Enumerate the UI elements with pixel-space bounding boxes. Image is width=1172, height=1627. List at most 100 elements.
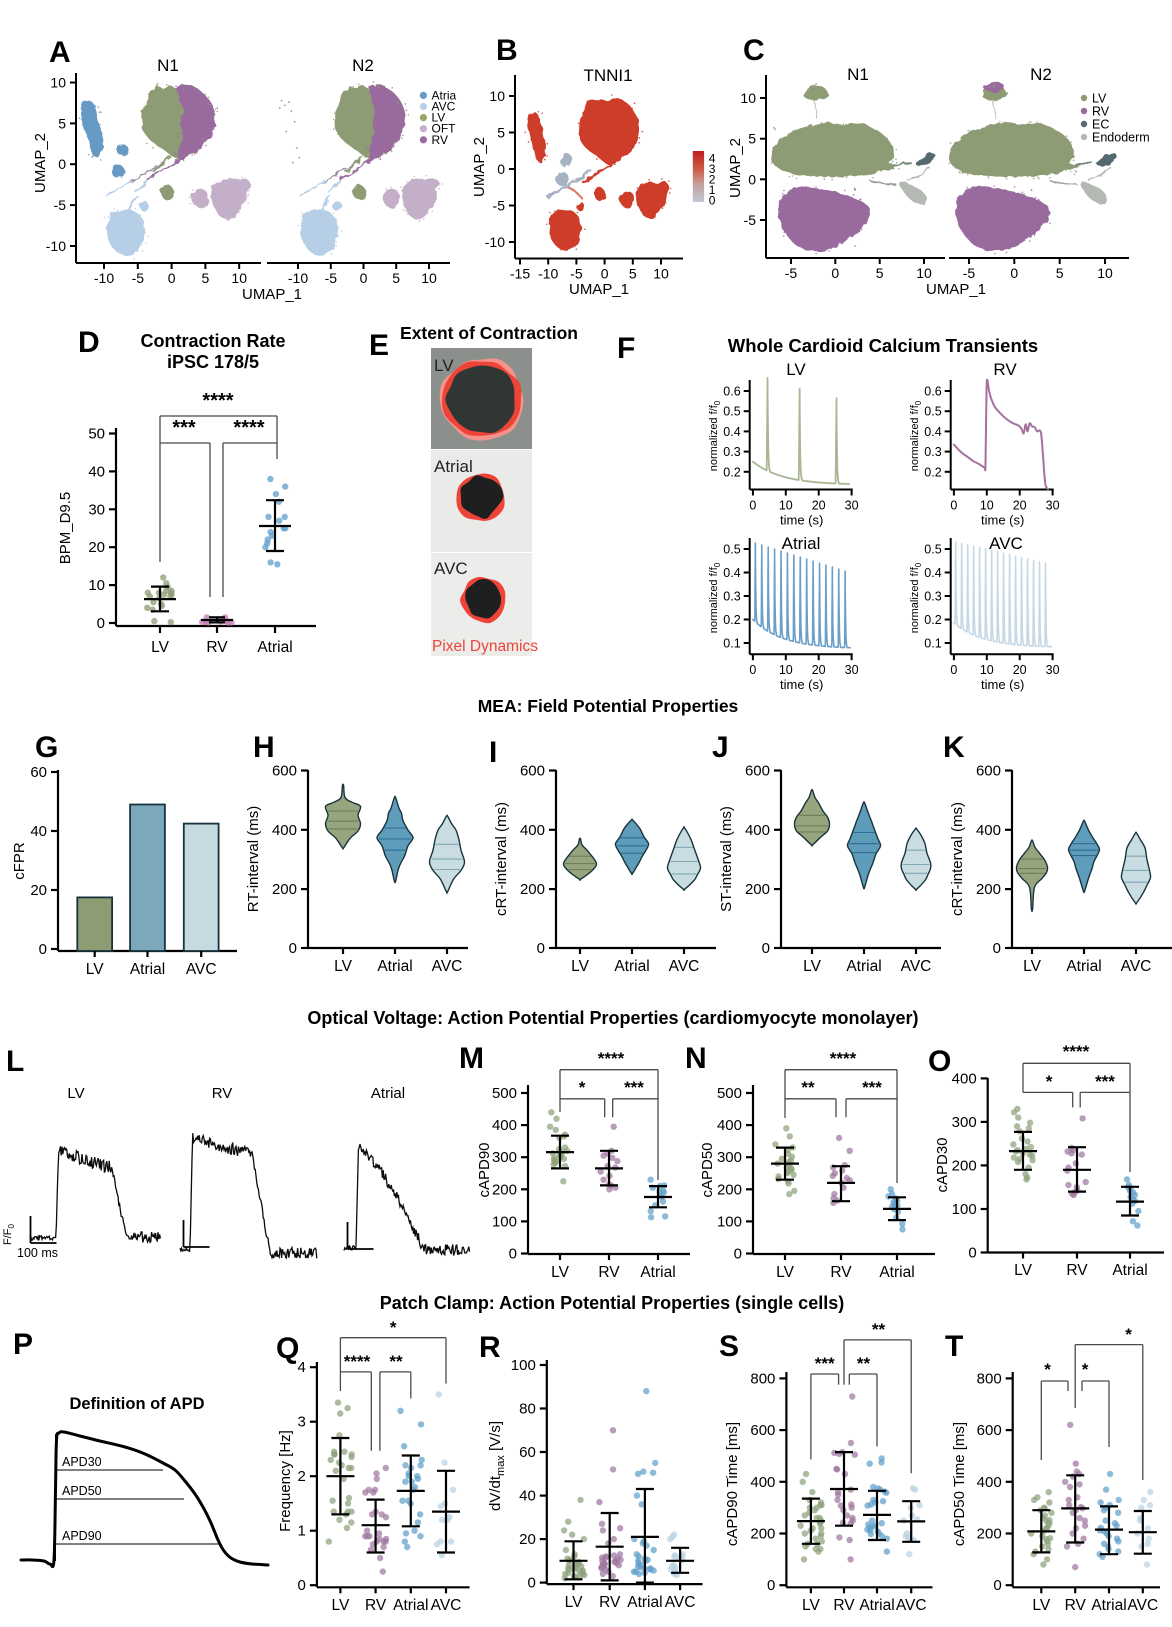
svg-text:Optical Voltage: Action Potent: Optical Voltage: Action Potential Proper… <box>307 1008 918 1028</box>
svg-text:-10: -10 <box>94 270 114 286</box>
svg-text:LV: LV <box>551 1264 569 1281</box>
svg-text:LV: LV <box>776 1264 794 1281</box>
svg-text:20: 20 <box>1013 663 1027 677</box>
svg-text:Atrial: Atrial <box>371 1085 405 1102</box>
svg-text:0: 0 <box>298 1577 306 1594</box>
svg-text:0.5: 0.5 <box>924 405 941 419</box>
svg-text:20: 20 <box>1013 499 1027 513</box>
svg-text:300: 300 <box>492 1149 517 1166</box>
svg-text:Atrial: Atrial <box>1091 1597 1126 1614</box>
svg-text:OFT: OFT <box>432 122 457 136</box>
svg-text:UMAP_2: UMAP_2 <box>727 138 744 198</box>
svg-text:10: 10 <box>231 270 247 286</box>
svg-text:5: 5 <box>748 131 756 147</box>
svg-text:-5: -5 <box>785 265 798 281</box>
svg-text:200: 200 <box>750 1526 775 1543</box>
svg-text:Atrial: Atrial <box>627 1594 662 1611</box>
svg-text:100: 100 <box>717 1213 742 1230</box>
svg-text:****: **** <box>598 1049 625 1068</box>
svg-text:RV: RV <box>1092 105 1110 119</box>
svg-text:LV: LV <box>786 360 806 379</box>
svg-text:Atrial: Atrial <box>1112 1262 1147 1279</box>
svg-text:Contraction Rate: Contraction Rate <box>140 331 285 351</box>
svg-text:30: 30 <box>1046 499 1060 513</box>
svg-text:**: ** <box>801 1078 815 1097</box>
svg-text:40: 40 <box>30 823 47 840</box>
svg-text:0: 0 <box>601 266 609 282</box>
svg-text:0: 0 <box>993 1577 1001 1594</box>
svg-text:10: 10 <box>653 266 669 282</box>
svg-text:-5: -5 <box>744 212 757 228</box>
svg-text:5: 5 <box>58 115 66 131</box>
svg-text:Atrial: Atrial <box>434 457 473 476</box>
svg-text:Endoderm: Endoderm <box>1092 131 1150 145</box>
svg-text:H: H <box>253 731 275 764</box>
svg-text:800: 800 <box>750 1370 775 1387</box>
svg-text:100 ms: 100 ms <box>17 1246 58 1260</box>
svg-text:AVC: AVC <box>901 958 932 975</box>
svg-text:30: 30 <box>845 663 859 677</box>
svg-text:200: 200 <box>745 881 770 898</box>
svg-text:UMAP_1: UMAP_1 <box>926 281 986 298</box>
svg-text:5: 5 <box>202 270 210 286</box>
svg-text:RV: RV <box>833 1597 855 1614</box>
svg-text:0: 0 <box>749 499 756 513</box>
svg-text:O: O <box>928 1045 951 1078</box>
svg-text:normalized f/f0: normalized f/f0 <box>708 562 722 633</box>
svg-text:Patch Clamp: Action Potential: Patch Clamp: Action Potential Properties… <box>380 1293 844 1313</box>
svg-text:0: 0 <box>767 1577 775 1594</box>
svg-text:TNNI1: TNNI1 <box>583 66 632 85</box>
svg-text:400: 400 <box>492 1117 517 1134</box>
svg-text:normalized f/f0: normalized f/f0 <box>909 400 923 471</box>
svg-text:N1: N1 <box>157 56 179 75</box>
svg-text:AVC: AVC <box>186 961 217 978</box>
svg-text:RV: RV <box>599 1594 621 1611</box>
svg-text:-5: -5 <box>54 197 67 213</box>
svg-text:400: 400 <box>717 1117 742 1134</box>
svg-text:100: 100 <box>492 1213 517 1230</box>
svg-text:-10: -10 <box>46 238 66 254</box>
svg-text:20: 20 <box>812 499 826 513</box>
svg-text:Atrial: Atrial <box>640 1264 675 1281</box>
svg-text:-5: -5 <box>570 266 583 282</box>
svg-text:L: L <box>6 1045 24 1078</box>
svg-text:Q: Q <box>276 1332 299 1365</box>
svg-text:0: 0 <box>509 1246 517 1263</box>
svg-text:G: G <box>35 731 58 764</box>
svg-text:60: 60 <box>519 1444 536 1461</box>
svg-text:400: 400 <box>952 1070 977 1087</box>
svg-text:Atrial: Atrial <box>130 961 165 978</box>
svg-text:0: 0 <box>749 663 756 677</box>
svg-text:time (s): time (s) <box>981 513 1024 528</box>
svg-text:LV: LV <box>802 1597 820 1614</box>
svg-text:40: 40 <box>519 1488 536 1505</box>
svg-text:0: 0 <box>97 615 105 632</box>
svg-text:LV: LV <box>1023 958 1041 975</box>
svg-text:N: N <box>685 1042 707 1075</box>
svg-text:iPSC 178/5: iPSC 178/5 <box>167 352 259 372</box>
svg-text:0.4: 0.4 <box>924 566 941 580</box>
svg-text:0.3: 0.3 <box>924 590 941 604</box>
svg-text:600: 600 <box>977 1422 1002 1439</box>
svg-text:2: 2 <box>709 173 716 187</box>
svg-text:****: **** <box>202 390 233 412</box>
svg-text:-5: -5 <box>325 270 338 286</box>
svg-text:300: 300 <box>717 1149 742 1166</box>
svg-text:0.2: 0.2 <box>924 613 941 627</box>
svg-text:-5: -5 <box>963 265 976 281</box>
svg-text:****: **** <box>233 417 264 439</box>
svg-text:UMAP_2: UMAP_2 <box>471 137 488 197</box>
svg-text:0.3: 0.3 <box>924 445 941 459</box>
svg-text:0: 0 <box>993 940 1001 957</box>
svg-text:400: 400 <box>977 1474 1002 1491</box>
svg-text:0.2: 0.2 <box>723 613 740 627</box>
svg-text:cAPD50 Time [ms]: cAPD50 Time [ms] <box>951 1422 968 1546</box>
svg-text:F/F0: F/F0 <box>2 1224 16 1246</box>
svg-text:0.5: 0.5 <box>924 543 941 557</box>
svg-text:RV: RV <box>212 1085 233 1102</box>
svg-text:0: 0 <box>968 1245 976 1262</box>
svg-text:3: 3 <box>298 1414 306 1431</box>
svg-text:10: 10 <box>489 88 505 104</box>
svg-text:LV: LV <box>67 1085 84 1102</box>
svg-text:Atrial: Atrial <box>257 639 292 656</box>
